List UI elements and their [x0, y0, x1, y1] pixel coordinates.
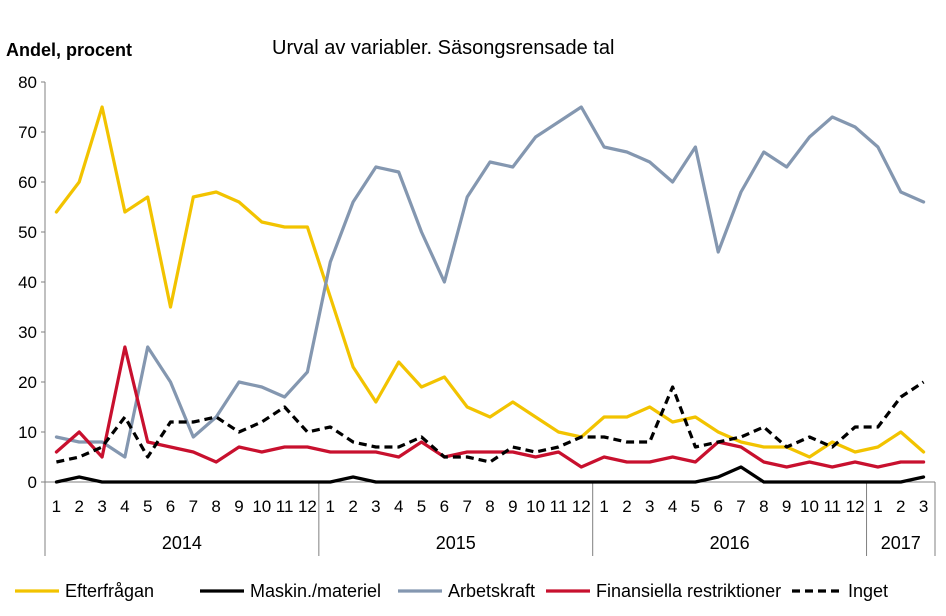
x-tick-label: 4	[120, 497, 129, 516]
x-tick-label: 12	[846, 497, 865, 516]
x-tick-label: 1	[599, 497, 608, 516]
year-labels: 2014 2015 2016 2017	[44, 482, 936, 556]
series-line-3	[54, 105, 926, 459]
x-tick-label: 9	[782, 497, 791, 516]
y-tick-label: 0	[28, 473, 37, 492]
x-tick-label: 6	[440, 497, 449, 516]
x-tick-label: 2	[74, 497, 83, 516]
legend-label-2: Maskin./materiel	[250, 581, 381, 601]
y-tick-label: 70	[18, 123, 37, 142]
y-tick-label: 30	[18, 323, 37, 342]
series-lines	[54, 105, 926, 484]
year-label: 2016	[710, 533, 750, 553]
y-tick-label: 50	[18, 223, 37, 242]
x-tick-label: 12	[572, 497, 591, 516]
x-tick-label: 8	[211, 497, 220, 516]
x-tick-label: 1	[873, 497, 882, 516]
x-tick-label: 4	[668, 497, 677, 516]
x-tick-label: 11	[550, 497, 568, 516]
x-tick-label: 3	[97, 497, 106, 516]
x-tick-label: 8	[485, 497, 494, 516]
y-tick-label: 40	[18, 273, 37, 292]
x-tick-label: 10	[252, 497, 271, 516]
series-line-1	[54, 105, 926, 459]
x-tick-label: 12	[298, 497, 317, 516]
year-label: 2017	[881, 533, 921, 553]
y-ticks: 0 10 20 30 40 50 60 70 80	[18, 73, 37, 492]
x-tick-label: 7	[189, 497, 198, 516]
series-line-4	[54, 345, 926, 469]
series-line-5	[56, 380, 925, 464]
x-tick-label: 10	[526, 497, 545, 516]
x-tick-label: 11	[823, 497, 841, 516]
x-tick-label: 10	[800, 497, 819, 516]
legend-label-1: Efterfrågan	[65, 581, 154, 601]
x-tick-label: 2	[348, 497, 357, 516]
x-tick-label: 7	[736, 497, 745, 516]
legend-label-4: Finansiella restriktioner	[596, 581, 781, 601]
y-axis-label: Andel, procent	[6, 40, 132, 60]
x-tick-label: 5	[691, 497, 700, 516]
x-tick-label: 4	[394, 497, 403, 516]
y-tick-label: 10	[18, 423, 37, 442]
x-tick-label: 6	[166, 497, 175, 516]
x-tick-label: 3	[645, 497, 654, 516]
legend-label-5: Inget	[848, 581, 888, 601]
x-ticks: 1 2 3 4 5 6 7 8 9 10 11 12 1 2 3 4 5 6 7 8 9 10 11 12 1 2 3 4 5 6 7 8 9 1…	[52, 497, 929, 516]
x-tick-label: 2	[896, 497, 905, 516]
x-tick-label: 3	[919, 497, 928, 516]
y-tick-label: 80	[18, 73, 37, 92]
x-tick-label: 8	[759, 497, 768, 516]
x-tick-label: 5	[417, 497, 426, 516]
x-tick-label: 1	[326, 497, 335, 516]
chart-title: Urval av variabler. Säsongsrensade tal	[272, 37, 614, 59]
legend-label-3: Arbetskraft	[448, 581, 535, 601]
x-tick-label: 11	[276, 497, 294, 516]
series-line-2	[54, 465, 926, 484]
x-tick-label: 5	[143, 497, 152, 516]
x-tick-label: 9	[508, 497, 517, 516]
year-label: 2014	[162, 533, 202, 553]
x-tick-label: 9	[234, 497, 243, 516]
y-tick-label: 60	[18, 173, 37, 192]
legend: Efterfrågan Maskin./materiel Arbetskraft Fi…	[15, 581, 888, 601]
x-tick-label: 6	[713, 497, 722, 516]
x-tick-label: 1	[52, 497, 61, 516]
y-tick-label: 20	[18, 373, 37, 392]
x-tick-label: 7	[462, 497, 471, 516]
year-label: 2015	[436, 533, 476, 553]
x-tick-label: 3	[371, 497, 380, 516]
x-tick-label: 2	[622, 497, 631, 516]
